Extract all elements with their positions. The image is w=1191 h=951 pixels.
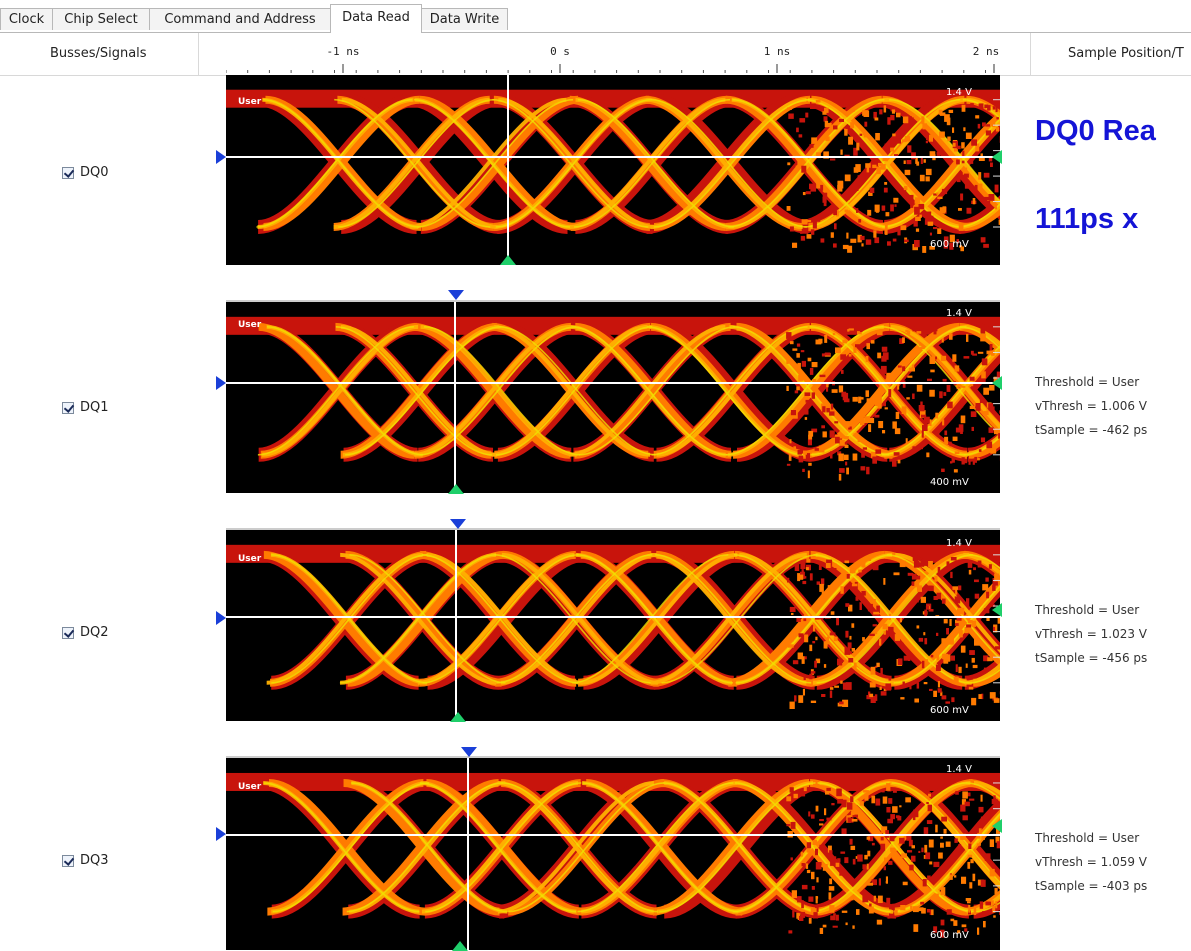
eye-pattern (226, 530, 1000, 721)
sample-line[interactable] (455, 530, 457, 721)
tsample-text: tSample = -462 ps (1035, 418, 1147, 442)
vthresh-text: vThresh = 1.023 V (1035, 622, 1147, 646)
threshold-line[interactable] (226, 382, 1000, 384)
threshold-line[interactable] (226, 834, 1000, 836)
threshold-marker-right[interactable] (992, 819, 1002, 833)
eye-pattern (226, 302, 1000, 493)
sample-marker-top[interactable] (450, 519, 466, 529)
threshold-text: Threshold = User (1035, 826, 1147, 850)
voltage-top-label: 1.4 V (946, 87, 972, 98)
eye-diagram-dq1[interactable]: User 1.4 V 400 mV (226, 302, 1000, 493)
threshold-marker-right[interactable] (992, 150, 1002, 164)
sample-line[interactable] (467, 758, 469, 950)
signal-label: DQ3 (80, 853, 109, 868)
signal-dq1[interactable]: DQ1 (62, 400, 109, 415)
checkbox-dq0[interactable] (62, 167, 74, 179)
sample-info: Threshold = User vThresh = 1.006 V tSamp… (1035, 370, 1147, 442)
sample-info: Threshold = User vThresh = 1.059 V tSamp… (1035, 826, 1147, 898)
voltage-bottom-label: 600 mV (930, 930, 969, 941)
tab-chip-select[interactable]: Chip Select (52, 8, 150, 30)
dq0-read-title: DQ0 Rea (1035, 115, 1156, 148)
tab-data-read[interactable]: Data Read (330, 4, 422, 33)
tab-strip: Clock Chip Select Command and Address Da… (0, 0, 1191, 32)
tab-data-write[interactable]: Data Write (421, 8, 508, 30)
voltage-top-label: 1.4 V (946, 538, 972, 549)
signal-dq0[interactable]: DQ0 (62, 165, 109, 180)
sample-position-header[interactable]: Sample Position/T (1068, 33, 1191, 75)
checkbox-dq3[interactable] (62, 855, 74, 867)
signal-row-dq1: DQ1 User 1.4 V 400 mV Threshold = User v… (0, 288, 1191, 493)
sample-line[interactable] (454, 302, 456, 493)
voltage-bottom-label: 600 mV (930, 705, 969, 716)
threshold-user-label: User (238, 554, 261, 564)
column-separator[interactable] (198, 33, 199, 75)
sample-marker-top[interactable] (448, 290, 464, 300)
tab-clock[interactable]: Clock (0, 8, 53, 30)
threshold-text: Threshold = User (1035, 598, 1147, 622)
threshold-marker-left[interactable] (216, 376, 226, 390)
tsample-text: tSample = -456 ps (1035, 646, 1147, 670)
threshold-user-label: User (238, 97, 261, 107)
eye-diagram-dq2[interactable]: User 1.4 V 600 mV (226, 530, 1000, 721)
tsample-text: tSample = -403 ps (1035, 874, 1147, 898)
eye-pattern (226, 75, 1000, 265)
voltage-bottom-label: 600 mV (930, 239, 969, 250)
ruler-ticks (226, 33, 1000, 75)
threshold-line[interactable] (226, 156, 1000, 158)
threshold-marker-left[interactable] (216, 827, 226, 841)
signal-dq3[interactable]: DQ3 (62, 853, 109, 868)
threshold-user-label: User (238, 782, 261, 792)
vthresh-text: vThresh = 1.059 V (1035, 850, 1147, 874)
column-separator[interactable] (1030, 33, 1031, 75)
sample-info: Threshold = User vThresh = 1.023 V tSamp… (1035, 598, 1147, 670)
threshold-line[interactable] (226, 616, 1000, 618)
threshold-user-label: User (238, 320, 261, 330)
threshold-text: Threshold = User (1035, 370, 1147, 394)
checkbox-dq1[interactable] (62, 402, 74, 414)
threshold-marker-left[interactable] (216, 150, 226, 164)
eye-diagram-dq3[interactable]: User 1.4 V 600 mV (226, 758, 1000, 950)
threshold-marker-left[interactable] (216, 611, 226, 625)
vthresh-text: vThresh = 1.006 V (1035, 394, 1147, 418)
threshold-marker-right[interactable] (992, 603, 1002, 617)
time-ruler[interactable]: -1 ns 0 s 1 ns 2 ns (226, 33, 1000, 75)
sample-line[interactable] (507, 75, 509, 265)
sample-marker-bottom[interactable] (450, 712, 466, 722)
signal-label: DQ2 (80, 625, 109, 640)
dq0-eye-size: 111ps x (1035, 203, 1138, 236)
busses-signals-header[interactable]: Busses/Signals (50, 33, 147, 75)
sample-marker-bottom[interactable] (448, 484, 464, 494)
threshold-marker-right[interactable] (992, 376, 1002, 390)
signal-row-dq3: DQ3 User 1.4 V 600 mV Threshold = User v… (0, 745, 1191, 950)
voltage-top-label: 1.4 V (946, 764, 972, 775)
eye-pattern (226, 758, 1000, 950)
voltage-top-label: 1.4 V (946, 308, 972, 319)
sample-marker-top[interactable] (461, 747, 477, 757)
column-header: Busses/Signals -1 ns 0 s 1 ns 2 ns Sampl… (0, 33, 1191, 76)
sample-marker-bottom[interactable] (500, 255, 516, 265)
signal-label: DQ1 (80, 400, 109, 415)
voltage-bottom-label: 400 mV (930, 477, 969, 488)
eye-diagram-dq0[interactable]: User 1.4 V 600 mV (226, 75, 1000, 265)
signal-label: DQ0 (80, 165, 109, 180)
signal-dq2[interactable]: DQ2 (62, 625, 109, 640)
signal-row-dq2: DQ2 User 1.4 V 600 mV Threshold = User v… (0, 517, 1191, 722)
tab-command-and-address[interactable]: Command and Address (149, 8, 331, 30)
checkbox-dq2[interactable] (62, 627, 74, 639)
signal-row-dq0: DQ0 User 1.4 V 600 mV DQ0 Rea 111ps x (0, 75, 1191, 265)
